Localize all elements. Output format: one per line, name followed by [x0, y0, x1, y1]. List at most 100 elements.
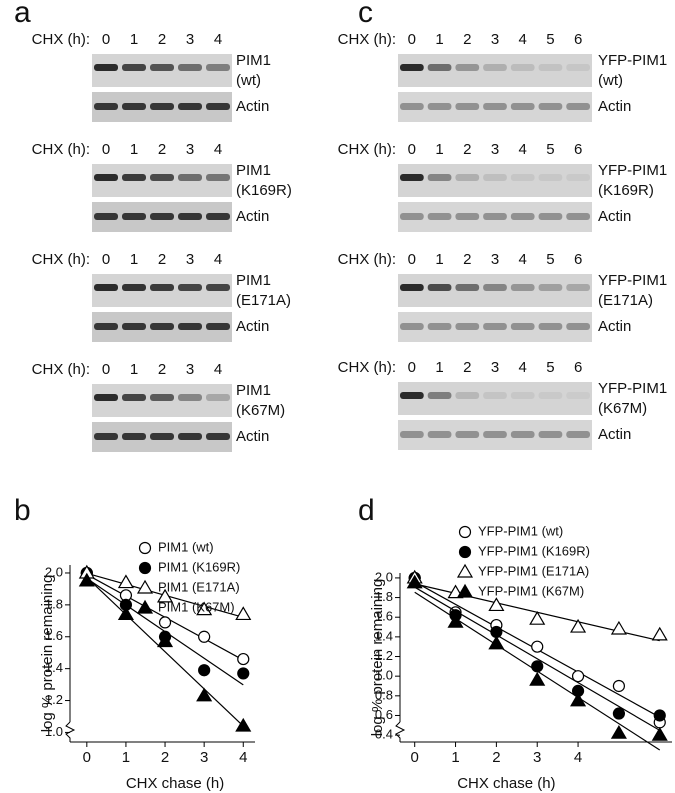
band: [427, 323, 452, 330]
panel-letter: d: [358, 494, 375, 527]
lane-label: 1: [435, 359, 443, 376]
marker: [235, 606, 252, 621]
lane-label: 5: [546, 251, 554, 268]
band: [538, 103, 563, 110]
band: [400, 431, 424, 438]
band: [94, 213, 118, 220]
lane-label: 0: [408, 31, 416, 48]
protein-label: (K169R): [598, 182, 654, 199]
band: [206, 103, 230, 110]
band: [538, 284, 563, 291]
band: [566, 64, 590, 71]
band: [122, 174, 146, 181]
y-tick-label: 0.8: [375, 687, 393, 702]
x-tick-label: 0: [83, 749, 91, 766]
band: [538, 64, 563, 71]
x-axis-label: CHX chase (h): [457, 775, 555, 792]
band: [178, 103, 202, 110]
marker: [531, 660, 544, 673]
band: [510, 213, 535, 220]
band: [178, 64, 202, 71]
protein-label: (E171A): [236, 292, 291, 309]
band: [566, 431, 590, 438]
lane-label: 4: [519, 251, 527, 268]
y-tick-label: 1.8: [375, 589, 393, 604]
x-tick-label: 3: [533, 749, 541, 766]
marker: [406, 574, 423, 589]
band: [150, 323, 174, 330]
marker: [158, 616, 172, 629]
marker: [612, 707, 626, 720]
band: [483, 64, 507, 71]
lane-label: 2: [158, 141, 166, 158]
band: [427, 174, 452, 181]
band: [150, 103, 174, 110]
lane-label: 4: [519, 141, 527, 158]
marker: [651, 726, 668, 741]
blot-strip: [398, 202, 592, 232]
band: [455, 392, 480, 399]
band: [178, 394, 202, 401]
protein-label: (K67M): [598, 400, 647, 417]
band: [455, 103, 480, 110]
marker: [117, 606, 134, 621]
legend-marker: [138, 561, 152, 575]
lane-label: 0: [102, 31, 110, 48]
band: [122, 103, 146, 110]
chx-label: CHX (h):: [338, 141, 396, 158]
band: [510, 284, 535, 291]
loading-label: Actin: [598, 318, 631, 335]
marker: [196, 687, 213, 702]
band: [427, 213, 452, 220]
band: [150, 64, 174, 71]
band: [94, 103, 118, 110]
band: [455, 213, 480, 220]
y-axis-label: log % protein remaining: [39, 575, 56, 733]
x-tick-label: 0: [411, 749, 419, 766]
y-tick-label: 1.6: [375, 609, 393, 624]
band: [94, 284, 118, 291]
protein-label: (K169R): [236, 182, 292, 199]
lane-label: 2: [463, 141, 471, 158]
band: [400, 213, 424, 220]
protein-label: YFP-PIM1: [598, 272, 667, 289]
band: [400, 103, 424, 110]
band: [206, 323, 230, 330]
band: [206, 433, 230, 440]
chx-label: CHX (h):: [32, 141, 90, 158]
band: [94, 174, 118, 181]
lane-label: 2: [158, 31, 166, 48]
band: [427, 392, 452, 399]
protein-label: (wt): [236, 72, 261, 89]
x-tick-label: 1: [451, 749, 459, 766]
y-tick-label: 1.0: [375, 668, 393, 683]
lane-label: 2: [158, 251, 166, 268]
lane-label: 0: [102, 361, 110, 378]
band: [178, 174, 202, 181]
panel-letter: b: [14, 494, 31, 527]
protein-label: PIM1: [236, 52, 271, 69]
band: [94, 394, 118, 401]
legend-marker: [456, 583, 474, 598]
band: [94, 433, 118, 440]
lane-label: 0: [408, 141, 416, 158]
marker: [571, 670, 585, 683]
marker: [612, 679, 626, 693]
protein-label: PIM1: [236, 162, 271, 179]
band: [538, 323, 563, 330]
lane-label: 3: [186, 31, 194, 48]
band: [150, 433, 174, 440]
lane-label: 4: [214, 31, 222, 48]
band: [455, 284, 480, 291]
band: [150, 213, 174, 220]
lane-label: 4: [519, 359, 527, 376]
legend-label: YFP-PIM1 (K169R): [478, 543, 590, 558]
legend-label: PIM1 (wt): [158, 539, 214, 554]
marker: [610, 724, 627, 739]
protein-label: (wt): [598, 72, 623, 89]
legend-label: PIM1 (E171A): [158, 579, 240, 594]
lane-label: 1: [130, 31, 138, 48]
protein-label: YFP-PIM1: [598, 380, 667, 397]
trend-line: [86, 577, 244, 727]
lane-label: 4: [214, 251, 222, 268]
